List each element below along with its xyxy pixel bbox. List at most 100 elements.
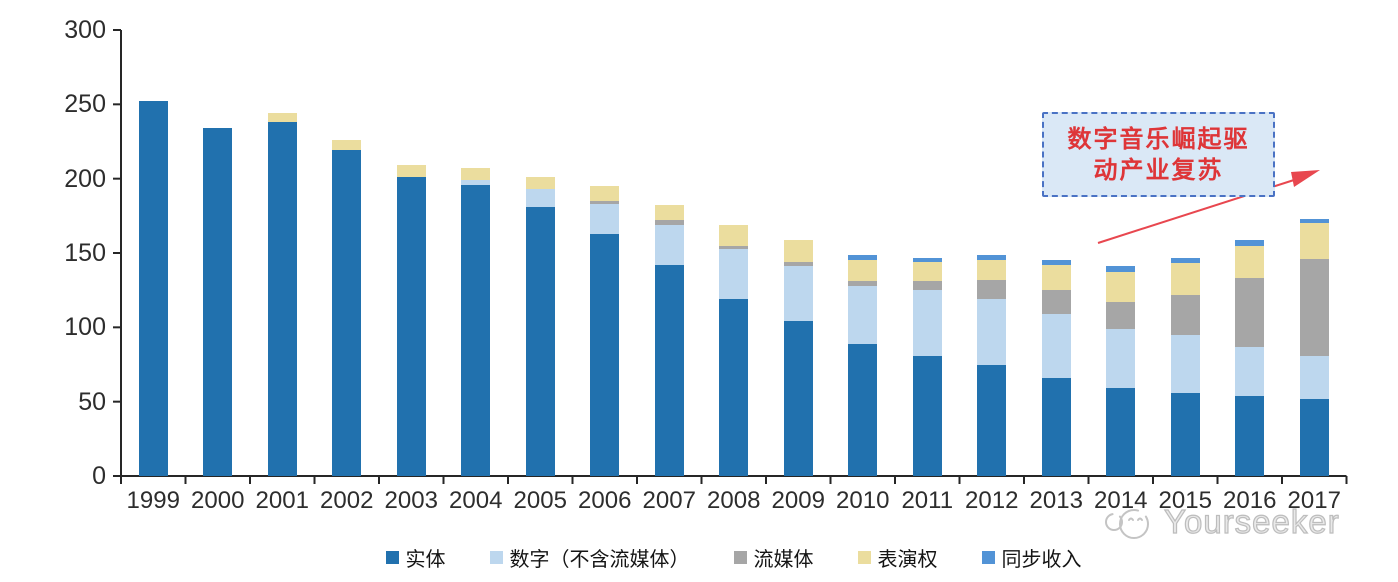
bar-segment-physical-2016 <box>1235 395 1265 476</box>
bar-segment-streaming-2011 <box>912 281 942 291</box>
bar-segment-sync-revenue-2010 <box>848 254 878 261</box>
bar-2016 <box>1235 239 1265 476</box>
x-tick-label-2010: 2010 <box>836 487 890 514</box>
bar-2014 <box>1106 266 1136 476</box>
legend-swatch-streaming <box>733 551 747 564</box>
bar-segment-digital-excl-streaming-2017 <box>1299 355 1329 399</box>
bar-segment-physical-2003 <box>396 177 426 476</box>
x-tick-label-2005: 2005 <box>513 487 567 514</box>
bar-segment-performance-rights-2007 <box>654 205 684 221</box>
x-tick-label-2004: 2004 <box>449 487 503 514</box>
bar-2001 <box>267 113 297 476</box>
bar-segment-performance-rights-2008 <box>719 224 749 246</box>
bar-segment-digital-excl-streaming-2010 <box>848 285 878 344</box>
bar-segment-physical-2001 <box>267 122 297 476</box>
bar-segment-performance-rights-2002 <box>332 140 362 151</box>
x-tick-label-2006: 2006 <box>578 487 632 514</box>
bar-segment-physical-2010 <box>848 343 878 476</box>
x-tick-label-2011: 2011 <box>901 487 954 514</box>
bar-2013 <box>1041 260 1071 476</box>
x-tick-label-2016: 2016 <box>1223 487 1277 514</box>
legend-swatch-physical <box>385 551 399 564</box>
bar-segment-sync-revenue-2012 <box>977 254 1007 261</box>
x-tick-label-2008: 2008 <box>707 487 761 514</box>
bar-segment-physical-2005 <box>525 206 555 476</box>
bar-segment-sync-revenue-2015 <box>1170 257 1200 264</box>
legend-swatch-performance-rights <box>857 551 871 564</box>
bar-segment-sync-revenue-2013 <box>1041 260 1071 265</box>
bar-2009 <box>783 239 813 476</box>
y-tick-label-150: 150 <box>64 239 106 267</box>
bar-segment-digital-excl-streaming-2015 <box>1170 334 1200 393</box>
bar-segment-physical-2007 <box>654 264 684 476</box>
x-tick-label-2000: 2000 <box>191 487 245 514</box>
legend-label-sync-revenue: 同步收入 <box>1001 549 1082 571</box>
legend-label-streaming: 流媒体 <box>753 549 814 571</box>
legend: 实体 数字（不含流媒体） 流媒体 表演权 同步收入 <box>120 543 1347 572</box>
bar-segment-physical-2008 <box>719 299 749 476</box>
bar-segment-performance-rights-2012 <box>977 260 1007 280</box>
bar-segment-performance-rights-2001 <box>267 113 297 123</box>
x-tick-label-2002: 2002 <box>320 487 374 514</box>
bar-segment-performance-rights-2003 <box>396 165 426 178</box>
bar-2005 <box>525 177 555 476</box>
bar-2017 <box>1299 218 1329 476</box>
bar-segment-physical-1999 <box>138 101 168 476</box>
bar-segment-digital-excl-streaming-2007 <box>654 224 684 265</box>
legend-item-sync-revenue: 同步收入 <box>981 543 1082 572</box>
bar-segment-digital-excl-streaming-2008 <box>719 248 749 300</box>
bar-segment-digital-excl-streaming-2005 <box>525 189 555 207</box>
bar-segment-streaming-2013 <box>1041 290 1071 314</box>
bar-2012 <box>977 254 1007 476</box>
bar-segment-streaming-2012 <box>977 279 1007 300</box>
bar-segment-streaming-2008 <box>719 245 749 249</box>
bar-2003 <box>396 165 426 476</box>
bar-segment-sync-revenue-2017 <box>1299 218 1329 224</box>
bar-segment-digital-excl-streaming-2016 <box>1235 346 1265 396</box>
bar-segment-sync-revenue-2014 <box>1106 266 1136 273</box>
x-tick-label-1999: 1999 <box>126 487 180 514</box>
legend-item-physical: 实体 <box>385 543 446 572</box>
bar-segment-streaming-2015 <box>1170 294 1200 335</box>
bar-segment-performance-rights-2011 <box>912 261 942 282</box>
bar-segment-performance-rights-2009 <box>783 239 813 262</box>
bar-segment-physical-2004 <box>461 184 491 476</box>
bar-segment-streaming-2017 <box>1299 258 1329 356</box>
bar-2006 <box>590 186 620 476</box>
bar-segment-physical-2015 <box>1170 392 1200 476</box>
bar-segment-performance-rights-2013 <box>1041 264 1071 291</box>
bar-segment-digital-excl-streaming-2006 <box>590 203 620 234</box>
bar-2002 <box>332 140 362 476</box>
bar-segment-performance-rights-2017 <box>1299 223 1329 259</box>
bar-2010 <box>848 254 878 476</box>
x-tick-label-2013: 2013 <box>1029 487 1083 514</box>
legend-swatch-sync-revenue <box>981 551 995 564</box>
y-tick-label-0: 0 <box>92 462 106 490</box>
y-tick-label-100: 100 <box>64 313 106 342</box>
legend-item-performance-rights: 表演权 <box>857 543 938 572</box>
bar-segment-streaming-2006 <box>590 201 620 204</box>
watermark: Yourseeker <box>1100 500 1340 544</box>
bar-2015 <box>1170 257 1200 476</box>
x-tick-label-2015: 2015 <box>1158 487 1212 514</box>
legend-swatch-digital-excl-streaming <box>489 551 503 564</box>
annotation-text-line1: 数字音乐崛起驱 <box>1067 125 1250 153</box>
bar-segment-streaming-2009 <box>783 261 813 267</box>
x-tick-label-2009: 2009 <box>771 487 825 514</box>
bar-segment-performance-rights-2006 <box>590 186 620 201</box>
bar-segment-performance-rights-2016 <box>1235 245 1265 279</box>
legend-label-digital-excl-streaming: 数字（不含流媒体） <box>509 549 690 571</box>
bar-segment-streaming-2014 <box>1106 302 1136 329</box>
bar-segment-performance-rights-2014 <box>1106 272 1136 303</box>
bar-segment-physical-2017 <box>1299 398 1329 476</box>
bar-segment-physical-2014 <box>1106 388 1136 476</box>
bar-segment-digital-excl-streaming-2014 <box>1106 328 1136 389</box>
bar-segment-physical-2013 <box>1041 377 1071 476</box>
bar-segment-digital-excl-streaming-2012 <box>977 299 1007 365</box>
bar-segment-physical-2009 <box>783 321 813 476</box>
bar-2008 <box>719 224 749 476</box>
bar-segment-physical-2012 <box>977 364 1007 476</box>
bar-2011 <box>912 257 942 476</box>
x-tick-label-2014: 2014 <box>1094 487 1148 514</box>
